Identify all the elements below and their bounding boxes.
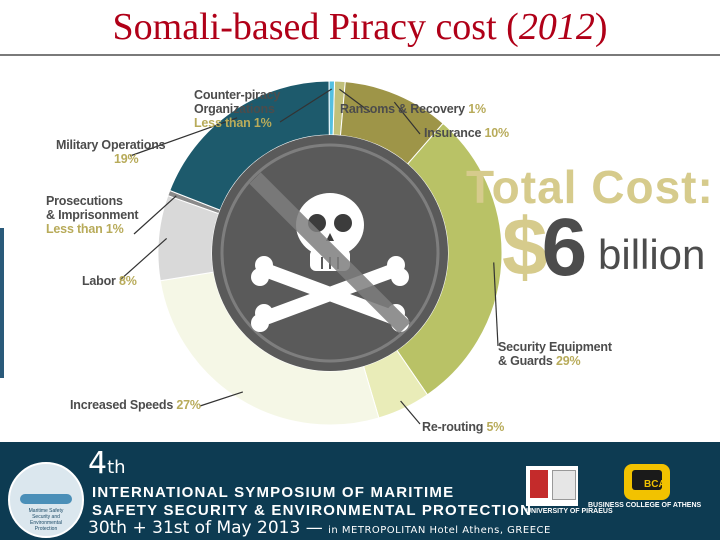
label-security: Security Equipment & Guards 29% xyxy=(498,340,612,368)
label-insurance: Insurance 10% xyxy=(424,126,509,140)
label-counter-line1: Counter-piracy xyxy=(194,88,281,102)
total-cost-unit: billion xyxy=(598,231,706,278)
bca-mark: BCA xyxy=(644,479,666,490)
label-rerouting-pct: 5% xyxy=(486,420,505,434)
symposium-emblem: Maritime Safety Security and Environment… xyxy=(8,462,84,538)
footer-banner: Maritime Safety Security and Environment… xyxy=(0,442,720,540)
leader-line-2 xyxy=(493,262,499,347)
bca-name: BUSINESS COLLEGE OF ATHENS xyxy=(588,502,702,509)
label-prosecutions-line1: Prosecutions xyxy=(46,194,123,208)
label-military-name: Military Operations xyxy=(56,138,166,152)
label-military-pct: 19% xyxy=(114,152,139,166)
label-prosecutions-line2: & Imprisonment xyxy=(46,208,139,222)
leader-line-4 xyxy=(199,391,244,407)
slide-title: Somali-based Piracy cost (2012) xyxy=(0,4,720,50)
no-sign-ring xyxy=(220,143,440,363)
edition-suffix: th xyxy=(107,457,126,478)
bca-logo: BCA xyxy=(624,464,670,500)
leader-line-7 xyxy=(129,117,238,157)
label-security-pct: 29% xyxy=(555,354,581,368)
label-counter-pct: Less than 1% xyxy=(194,116,272,130)
label-speeds-name: Increased Speeds xyxy=(70,398,174,412)
symposium-title-line2: SAFETY SECURITY & ENVIRONMENTAL PROTECTI… xyxy=(92,502,533,519)
label-ransoms: Ransoms & Recovery 1% xyxy=(340,102,486,116)
label-rerouting: Re-routing 5% xyxy=(422,420,504,434)
label-prosecutions: Prosecutions & Imprisonment Less than 1% xyxy=(46,194,139,236)
label-security-line2: & Guards xyxy=(498,354,553,368)
title-divider xyxy=(0,54,720,56)
university-name: UNIVERSITY OF PIRAEUS xyxy=(526,508,613,515)
label-increased-speeds: Increased Speeds 27% xyxy=(70,398,201,412)
label-ransoms-pct: 1% xyxy=(468,102,486,116)
label-insurance-name: Insurance xyxy=(424,126,482,140)
dates-text: 30th + 31st of May 2013 — xyxy=(88,518,323,538)
left-edge-bar xyxy=(0,228,4,378)
edition-digit: 4 xyxy=(88,446,108,481)
label-prosecutions-pct: Less than 1% xyxy=(46,222,124,236)
total-currency: $ xyxy=(502,202,548,293)
donut-chart: Counter-piracy Organizations Less than 1… xyxy=(0,56,720,442)
label-speeds-pct: 27% xyxy=(176,398,201,412)
emblem-text: Maritime Safety Security and Environment… xyxy=(28,508,64,532)
leader-line-1 xyxy=(393,101,421,135)
university-logo xyxy=(526,466,578,506)
label-counter-line2: Organizations xyxy=(194,102,275,116)
label-rerouting-name: Re-routing xyxy=(422,420,484,434)
total-number: 6 xyxy=(541,202,588,293)
venue-text: in METROPOLITAN Hotel Athens, GREECE xyxy=(328,525,551,536)
wave-icon xyxy=(20,494,72,504)
total-cost-amount: $6 xyxy=(502,207,587,289)
label-labor-name: Labor xyxy=(82,274,116,288)
no-sign-slash xyxy=(249,172,411,334)
donut-slice-counter-piracy-organizations xyxy=(328,80,336,136)
leader-line-3 xyxy=(400,400,421,425)
total-cost-label: Total Cost: xyxy=(466,161,714,213)
leader-line-0 xyxy=(339,88,371,113)
symposium-title-line1: INTERNATIONAL SYMPOSIUM OF MARITIME xyxy=(92,484,455,501)
label-security-line1: Security Equipment xyxy=(498,340,612,354)
label-labor-pct: 8% xyxy=(119,274,137,288)
label-insurance-pct: 10% xyxy=(484,126,510,140)
symposium-dates: 30th + 31st of May 2013 — in METROPOLITA… xyxy=(88,518,551,538)
label-ransoms-name: Ransoms & Recovery xyxy=(340,102,465,116)
label-military: Military Operations 19% xyxy=(56,138,166,166)
label-labor: Labor 8% xyxy=(82,274,137,288)
title-year: 2012 xyxy=(518,6,595,48)
leader-line-8 xyxy=(279,88,333,123)
title-close: ) xyxy=(594,6,608,48)
label-counter-piracy: Counter-piracy Organizations Less than 1… xyxy=(194,88,280,130)
leader-line-5 xyxy=(119,237,168,281)
title-text: Somali-based Piracy cost ( xyxy=(112,6,519,48)
edition-number: 4th xyxy=(88,446,126,481)
leader-line-6 xyxy=(133,195,177,235)
donut-svg xyxy=(119,80,503,426)
